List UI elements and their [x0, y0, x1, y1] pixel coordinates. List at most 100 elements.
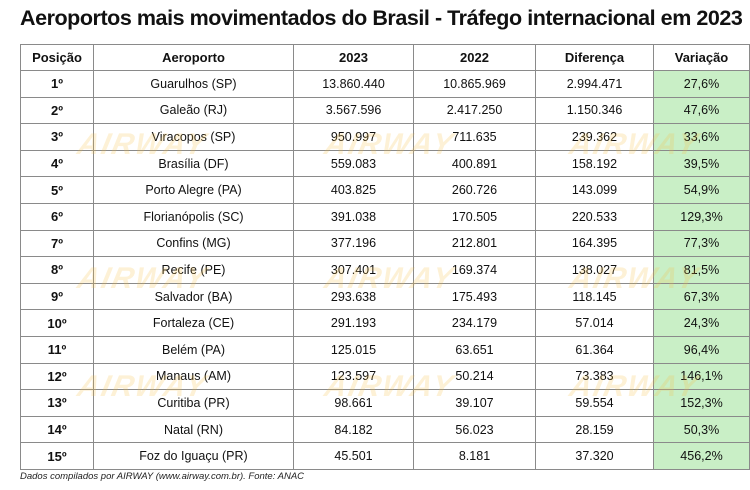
cell-2023: 559.083 [293, 149, 414, 178]
cell-posicao: 2º [20, 96, 94, 125]
header-variacao: Variação [653, 44, 750, 71]
table-row: 11º Belém (PA) 125.015 63.651 61.364 96,4% [20, 335, 750, 364]
cell-2023: 125.015 [293, 335, 414, 364]
table-header-row: Posição Aeroporto 2023 2022 Diferença Va… [20, 44, 750, 71]
table-row: 2º Galeão (RJ) 3.567.596 2.417.250 1.150.346… [20, 96, 750, 125]
cell-2022: 50.214 [413, 362, 536, 391]
cell-variacao: 146,1% [653, 362, 750, 391]
table-row: 8º Recife (PE) 307.401 169.374 138.027 81,5% [20, 256, 750, 284]
table-row: 3º Viracopos (SP) 950.997 711.635 239.362 33,… [20, 123, 750, 151]
table-row: 6º Florianópolis (SC) 391.038 170.505 220.53… [20, 202, 750, 231]
traffic-table: Posição Aeroporto 2023 2022 Diferença Va… [20, 44, 750, 470]
cell-diferenca: 118.145 [535, 282, 654, 311]
cell-variacao: 152,3% [653, 389, 750, 417]
table-row: 5º Porto Alegre (PA) 403.825 260.726 143.099… [20, 176, 750, 204]
cell-variacao: 54,9% [653, 176, 750, 204]
cell-2022: 212.801 [413, 229, 536, 258]
cell-diferenca: 138.027 [535, 256, 654, 284]
cell-posicao: 12º [20, 362, 94, 391]
cell-2022: 39.107 [413, 389, 536, 417]
cell-variacao: 27,6% [653, 70, 750, 98]
table-row: 12º Manaus (AM) 123.597 50.214 73.383 146,1% [20, 362, 750, 391]
cell-aeroporto: Manaus (AM) [93, 362, 294, 391]
cell-posicao: 3º [20, 123, 94, 151]
cell-2023: 293.638 [293, 282, 414, 311]
cell-aeroporto: Fortaleza (CE) [93, 309, 294, 337]
cell-2023: 377.196 [293, 229, 414, 258]
cell-aeroporto: Curitiba (PR) [93, 389, 294, 417]
table-row: 4º Brasília (DF) 559.083 400.891 158.192 39,5… [20, 149, 750, 178]
cell-2022: 8.181 [413, 442, 536, 470]
cell-diferenca: 2.994.471 [535, 70, 654, 98]
cell-diferenca: 164.395 [535, 229, 654, 258]
cell-diferenca: 220.533 [535, 202, 654, 231]
table-row: 9º Salvador (BA) 293.638 175.493 118.145 67,3… [20, 282, 750, 311]
cell-posicao: 13º [20, 389, 94, 417]
cell-diferenca: 1.150.346 [535, 96, 654, 125]
cell-2022: 711.635 [413, 123, 536, 151]
cell-posicao: 6º [20, 202, 94, 231]
cell-2022: 175.493 [413, 282, 536, 311]
cell-2022: 2.417.250 [413, 96, 536, 125]
cell-variacao: 39,5% [653, 149, 750, 178]
cell-variacao: 81,5% [653, 256, 750, 284]
cell-variacao: 77,3% [653, 229, 750, 258]
cell-diferenca: 28.159 [535, 415, 654, 444]
cell-posicao: 14º [20, 415, 94, 444]
cell-posicao: 8º [20, 256, 94, 284]
table-row: 13º Curitiba (PR) 98.661 39.107 59.554 152,3% [20, 389, 750, 417]
cell-aeroporto: Recife (PE) [93, 256, 294, 284]
cell-2022: 63.651 [413, 335, 536, 364]
header-diferenca: Diferença [535, 44, 654, 71]
cell-2023: 98.661 [293, 389, 414, 417]
cell-variacao: 96,4% [653, 335, 750, 364]
cell-variacao: 33,6% [653, 123, 750, 151]
cell-aeroporto: Florianópolis (SC) [93, 202, 294, 231]
cell-2023: 45.501 [293, 442, 414, 470]
cell-posicao: 1º [20, 70, 94, 98]
cell-aeroporto: Guarulhos (SP) [93, 70, 294, 98]
cell-diferenca: 143.099 [535, 176, 654, 204]
cell-diferenca: 61.364 [535, 335, 654, 364]
cell-variacao: 50,3% [653, 415, 750, 444]
cell-diferenca: 158.192 [535, 149, 654, 178]
table-row: 14º Natal (RN) 84.182 56.023 28.159 50,3% [20, 415, 750, 444]
cell-posicao: 4º [20, 149, 94, 178]
cell-aeroporto: Porto Alegre (PA) [93, 176, 294, 204]
cell-diferenca: 73.383 [535, 362, 654, 391]
cell-diferenca: 37.320 [535, 442, 654, 470]
cell-aeroporto: Viracopos (SP) [93, 123, 294, 151]
cell-2023: 403.825 [293, 176, 414, 204]
table-row: 1º Guarulhos (SP) 13.860.440 10.865.969 2.99… [20, 70, 750, 98]
cell-posicao: 7º [20, 229, 94, 258]
cell-variacao: 129,3% [653, 202, 750, 231]
cell-aeroporto: Foz do Iguaçu (PR) [93, 442, 294, 470]
cell-aeroporto: Natal (RN) [93, 415, 294, 444]
cell-2023: 123.597 [293, 362, 414, 391]
cell-diferenca: 239.362 [535, 123, 654, 151]
cell-2022: 400.891 [413, 149, 536, 178]
cell-posicao: 5º [20, 176, 94, 204]
source-footnote: Dados compilados por AIRWAY (www.airway.… [20, 471, 305, 482]
cell-2023: 307.401 [293, 256, 414, 284]
table-row: 10º Fortaleza (CE) 291.193 234.179 57.014 24,… [20, 309, 750, 337]
cell-2023: 3.567.596 [293, 96, 414, 125]
cell-2022: 10.865.969 [413, 70, 536, 98]
header-2023: 2023 [293, 44, 414, 71]
cell-diferenca: 59.554 [535, 389, 654, 417]
header-2022: 2022 [413, 44, 536, 71]
cell-posicao: 10º [20, 309, 94, 337]
page-title: Aeroportos mais movimentados do Brasil -… [20, 6, 743, 30]
cell-posicao: 15º [20, 442, 94, 470]
cell-2023: 13.860.440 [293, 70, 414, 98]
cell-2022: 170.505 [413, 202, 536, 231]
cell-2023: 950.997 [293, 123, 414, 151]
cell-aeroporto: Brasília (DF) [93, 149, 294, 178]
cell-diferenca: 57.014 [535, 309, 654, 337]
header-posicao: Posição [20, 44, 94, 71]
table-row: 15º Foz do Iguaçu (PR) 45.501 8.181 37.320 45… [20, 442, 750, 470]
cell-variacao: 456,2% [653, 442, 750, 470]
cell-variacao: 67,3% [653, 282, 750, 311]
cell-posicao: 11º [20, 335, 94, 364]
cell-2023: 391.038 [293, 202, 414, 231]
